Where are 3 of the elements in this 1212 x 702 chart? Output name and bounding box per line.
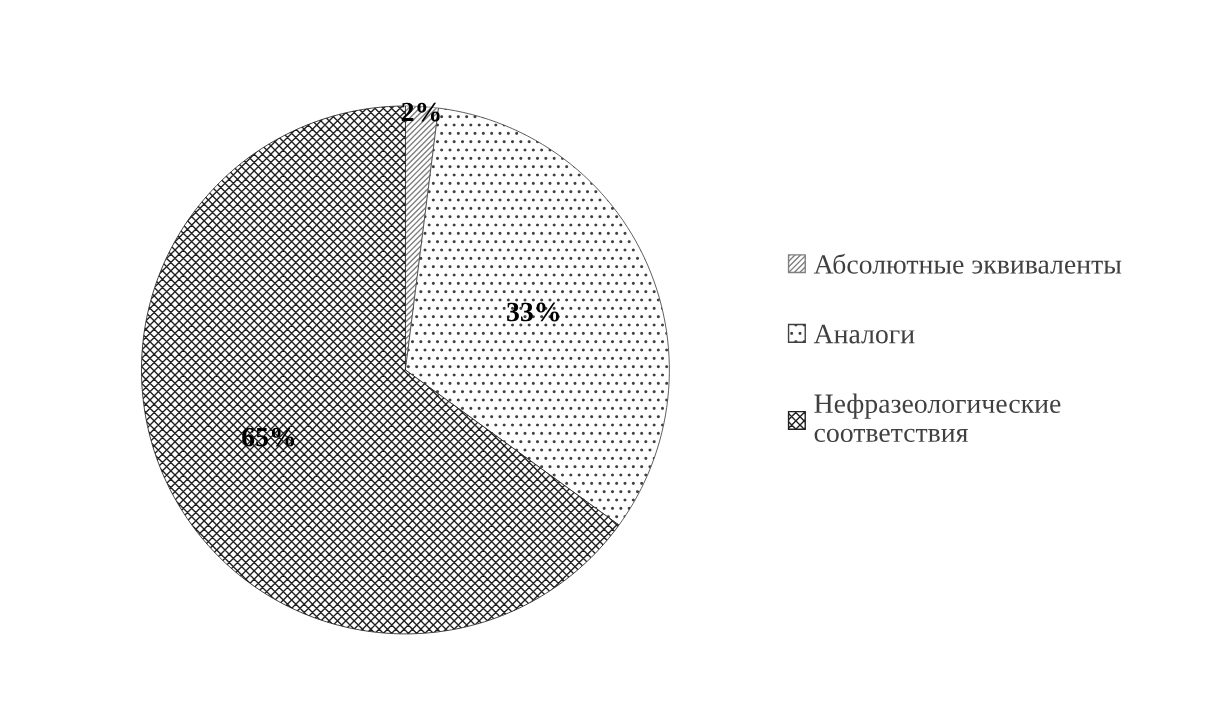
legend-label: Аналоги — [813, 324, 915, 344]
legend-label: Абсолютные эквиваленты — [813, 253, 1122, 274]
legend-label: Нефразеологические соответствия — [814, 393, 1061, 443]
